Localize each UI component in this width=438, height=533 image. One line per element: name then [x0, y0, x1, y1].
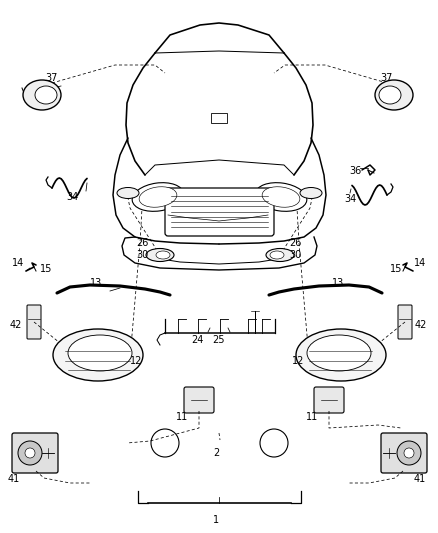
Ellipse shape	[117, 188, 139, 198]
Circle shape	[18, 441, 42, 465]
Text: 42: 42	[10, 320, 22, 330]
Ellipse shape	[53, 329, 143, 381]
Ellipse shape	[254, 183, 306, 211]
Text: 12: 12	[130, 356, 142, 366]
Text: 11: 11	[305, 412, 318, 422]
Ellipse shape	[23, 80, 61, 110]
Circle shape	[151, 429, 179, 457]
Text: 15: 15	[40, 264, 52, 274]
Ellipse shape	[68, 335, 132, 371]
Text: 26: 26	[135, 238, 148, 248]
Ellipse shape	[306, 335, 370, 371]
FancyBboxPatch shape	[165, 188, 273, 236]
Text: 41: 41	[413, 474, 425, 484]
Text: 14: 14	[413, 258, 425, 268]
Circle shape	[259, 429, 287, 457]
Text: 15: 15	[389, 264, 401, 274]
Text: 13: 13	[90, 278, 102, 288]
Text: 37: 37	[380, 73, 392, 83]
Text: 24: 24	[191, 335, 203, 345]
Text: 2: 2	[212, 448, 219, 458]
Text: 12: 12	[291, 356, 304, 366]
Ellipse shape	[261, 187, 299, 207]
FancyBboxPatch shape	[27, 305, 41, 339]
Text: 11: 11	[176, 412, 188, 422]
Circle shape	[25, 448, 35, 458]
Text: 30: 30	[288, 250, 300, 260]
Ellipse shape	[374, 80, 412, 110]
Ellipse shape	[146, 248, 173, 262]
Text: 34: 34	[66, 192, 78, 202]
FancyBboxPatch shape	[397, 305, 411, 339]
Bar	[211, 113, 226, 123]
Ellipse shape	[265, 248, 293, 262]
Text: 14: 14	[12, 258, 24, 268]
Ellipse shape	[132, 183, 184, 211]
Ellipse shape	[35, 86, 57, 104]
Text: 37: 37	[46, 73, 58, 83]
Text: 30: 30	[136, 250, 148, 260]
Text: 1: 1	[212, 515, 219, 525]
Ellipse shape	[155, 251, 170, 259]
Text: 41: 41	[8, 474, 20, 484]
Ellipse shape	[378, 86, 400, 104]
Text: 36: 36	[348, 166, 360, 176]
Ellipse shape	[295, 329, 385, 381]
Text: 13: 13	[331, 278, 343, 288]
Ellipse shape	[269, 251, 283, 259]
FancyBboxPatch shape	[184, 387, 213, 413]
Ellipse shape	[139, 187, 177, 207]
Text: 42: 42	[414, 320, 426, 330]
Text: 25: 25	[212, 335, 225, 345]
FancyBboxPatch shape	[380, 433, 426, 473]
Circle shape	[403, 448, 413, 458]
Text: 34: 34	[343, 194, 355, 204]
FancyBboxPatch shape	[313, 387, 343, 413]
FancyBboxPatch shape	[12, 433, 58, 473]
Circle shape	[396, 441, 420, 465]
Text: 26: 26	[288, 238, 300, 248]
Ellipse shape	[299, 188, 321, 198]
